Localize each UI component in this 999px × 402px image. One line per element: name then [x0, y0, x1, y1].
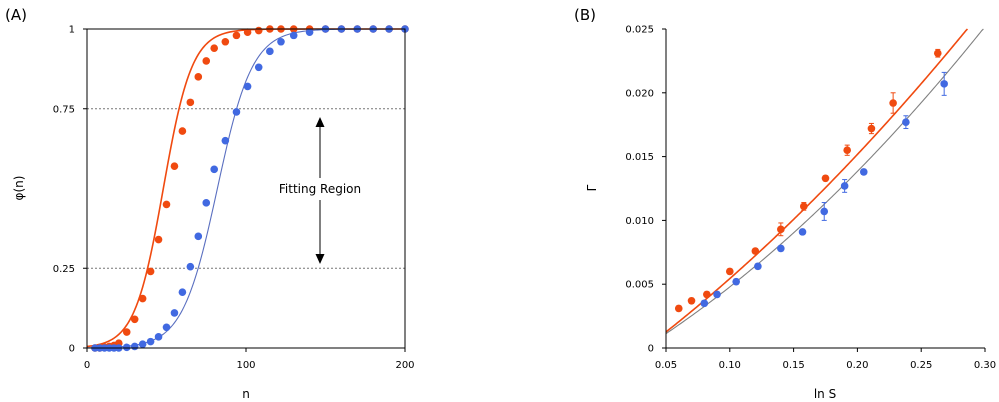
arrow-down-head-icon: [315, 254, 325, 264]
x-tick-label: 100: [236, 360, 255, 371]
blue-data-point: [289, 31, 298, 40]
x-tick-label: 0.25: [910, 360, 932, 371]
orange-data-point: [154, 235, 163, 244]
orange-data-point: [674, 304, 683, 313]
blue-data-point: [277, 37, 285, 46]
blue-data-point: [210, 165, 218, 174]
orange-data-point: [933, 49, 942, 58]
panel-b-data-points: [674, 48, 948, 313]
y-tick-label: 0.75: [53, 104, 75, 115]
y-tick-label: 0: [648, 344, 654, 355]
blue-data-point: [732, 277, 740, 286]
blue-data-point: [305, 28, 314, 36]
blue-data-point: [221, 136, 230, 145]
orange-data-point: [186, 98, 195, 107]
orange-data-point: [162, 200, 171, 209]
arrow-up-head-icon: [315, 117, 325, 127]
blue-data-point: [754, 262, 762, 271]
orange-data-point: [703, 290, 711, 299]
y-tick-label: 0.020: [625, 88, 654, 99]
orange-data-point: [146, 267, 155, 276]
blue-data-point: [170, 309, 179, 317]
blue-data-point: [777, 244, 785, 253]
panel-a-x-axis-label: n: [242, 387, 250, 401]
fitting-region-annotation: Fitting Region: [279, 117, 361, 264]
panel-b: (B) 0.05 0.10 0.15 0.20 0.25 0.30 0 0.005 0.010…: [574, 6, 996, 401]
panel-a: (A) 0 100 200 0 0.25 0.75 1 n φ(n) Fitting Re…: [5, 6, 415, 401]
blue-data-point: [820, 207, 829, 216]
x-tick-label: 0: [84, 360, 90, 371]
orange-data-point: [687, 296, 696, 305]
blue-data-point: [266, 47, 274, 56]
x-tick-label: 0.10: [719, 360, 741, 371]
panel-a-y-axis-label: φ(n): [12, 176, 26, 201]
y-tick-label: 0.015: [625, 152, 654, 163]
panel-b-y-ticks: 0 0.005 0.010 0.015 0.020 0.025: [625, 25, 666, 355]
orange-data-point: [800, 202, 808, 211]
y-tick-label: 0: [69, 344, 75, 355]
blue-data-point: [194, 232, 203, 241]
y-tick-label: 0.005: [625, 280, 654, 291]
orange-data-point: [751, 247, 760, 255]
y-tick-label: 0.025: [625, 25, 654, 36]
blue-data-point: [154, 333, 163, 341]
blue-data-point: [940, 80, 948, 88]
y-tick-label: 0.010: [625, 216, 654, 227]
orange-data-point: [867, 124, 876, 133]
blue-data-point: [902, 118, 910, 126]
orange-data-point: [232, 31, 241, 40]
blue-data-point: [162, 323, 171, 332]
fitting-region-label: Fitting Region: [279, 182, 361, 196]
x-tick-label: 0.05: [655, 360, 677, 371]
panel-b-x-axis-label: ln S: [814, 387, 836, 401]
orange-data-point: [777, 225, 785, 234]
orange-data-point: [178, 127, 187, 135]
panel-a-label: (A): [5, 6, 27, 24]
x-tick-label: 0.15: [782, 360, 804, 371]
blue-data-point: [130, 342, 139, 351]
orange-data-point: [194, 73, 203, 81]
panel-a-data-points: [91, 25, 409, 352]
y-tick-label: 0.25: [53, 264, 75, 275]
y-tick-label: 1: [69, 25, 75, 36]
orange-data-point: [889, 99, 897, 107]
blue-data-point: [840, 182, 849, 190]
orange-data-point: [221, 37, 230, 46]
panel-a-y-ticks: 0 0.25 0.75 1: [53, 25, 87, 355]
orange-data-point: [210, 44, 218, 52]
panel-a-x-ticks: 0 100 200: [84, 348, 415, 371]
orange-data-point: [130, 315, 139, 324]
panel-a-reference-lines: [87, 108, 405, 269]
orange-fit-curve: [665, 28, 969, 333]
blue-data-point: [232, 108, 241, 116]
blue-data-point: [700, 299, 709, 308]
blue-data-point: [713, 290, 721, 299]
orange-data-point: [170, 162, 179, 170]
blue-data-point: [859, 168, 868, 176]
x-tick-label: 200: [395, 360, 414, 371]
blue-data-point: [138, 340, 147, 348]
orange-data-point: [726, 267, 734, 276]
orange-data-point: [821, 174, 830, 183]
panel-b-label: (B): [574, 6, 596, 24]
blue-data-point: [122, 343, 131, 352]
orange-data-point: [138, 294, 147, 303]
orange-data-point: [243, 28, 252, 36]
blue-data-point: [254, 63, 263, 72]
blue-data-point: [146, 337, 155, 346]
blue-data-point: [202, 199, 211, 207]
x-tick-label: 0.30: [974, 360, 996, 371]
panel-b-x-ticks: 0.05 0.10 0.15 0.20 0.25 0.30: [655, 348, 996, 371]
blue-data-point: [178, 288, 187, 296]
blue-data-point: [243, 82, 252, 91]
x-tick-label: 0.20: [846, 360, 868, 371]
blue-data-point: [186, 262, 195, 271]
orange-data-point: [254, 26, 263, 35]
orange-data-point: [202, 57, 211, 65]
panel-b-y-axis-label: Γ: [585, 184, 599, 191]
orange-data-point: [843, 146, 851, 155]
orange-data-point: [122, 328, 131, 336]
blue-data-point: [798, 228, 807, 236]
